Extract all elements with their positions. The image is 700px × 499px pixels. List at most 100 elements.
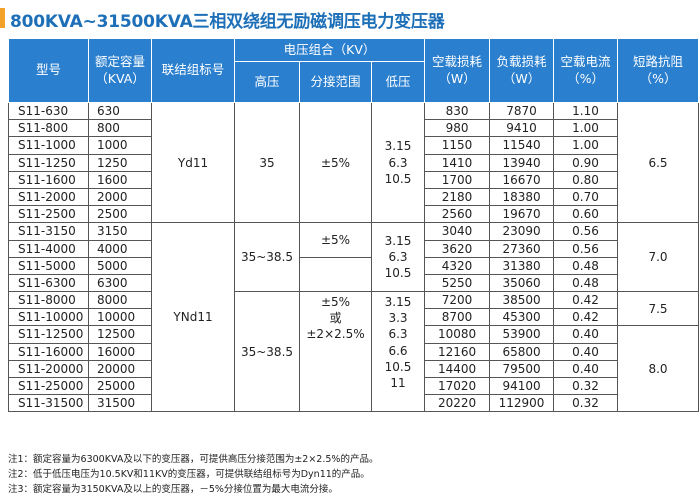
no-load-current-cell: 0.32 [553,376,619,396]
impedance-cell: 7.0 [617,222,700,293]
impedance-cell: 6.5 [617,101,700,224]
note-1: 注1：额定容量为6300KVA及以下的变压器，可提供高压分接范围为±2×2.5%… [8,454,379,465]
load-loss-cell: 18380 [489,187,555,207]
no-load-current-cell: 0.56 [553,222,619,241]
table-row: S11-16000 16000 12160 65800 0.40 [8,342,699,361]
spec-table: 型号 额定容量 （KVA） 联结组标号 电压组合（KV） 空载损耗 （W） 负载损耗… [8,38,700,413]
capacity-cell: 12500 [88,325,152,344]
table-row: S11-800 800 980 9410 1.00 [8,119,699,138]
capacity-cell: 800 [88,119,152,138]
table-row: S11-2500 2500 2560 19670 0.60 [8,205,699,224]
no-load-current-cell: 0.90 [553,153,619,172]
load-loss-cell: 45300 [489,308,555,327]
note-2: 注2：低于低压电压为10.5KV和11KV的变压器，可提供联结组标号为Dyn11… [8,469,370,480]
model-cell: S11-2000 [8,187,89,207]
capacity-cell: 4000 [88,239,152,258]
header-tap-range: 分接范围 [299,61,372,103]
no-load-current-cell: 0.42 [553,291,619,310]
capacity-cell: 2500 [88,205,152,224]
capacity-cell: 1250 [88,153,152,172]
tap-range-cell: ±5% 或 ±2×2.5% [299,291,372,413]
lv-cell: 3.15 3.3 6.3 6.6 10.5 11 [370,291,426,413]
load-loss-cell: 112900 [489,394,555,413]
table-row: S11-31500 31500 20220 112900 0.32 [8,394,699,413]
no-load-loss-cell: 10080 [424,325,491,344]
capacity-cell: 6300 [88,273,152,293]
page-title: 800KVA~31500KVA三相双绕组无励磁调压电力变压器 [10,12,445,32]
no-load-current-cell: 0.48 [553,273,619,293]
load-loss-cell: 27360 [489,239,555,258]
no-load-current-cell: 0.48 [553,256,619,275]
capacity-cell: 630 [88,101,152,121]
impedance-cell: 8.0 [617,325,700,413]
capacity-cell: 1600 [88,170,152,189]
tap-range-cell-empty [299,256,372,293]
model-cell: S11-1250 [8,153,89,172]
no-load-loss-cell: 830 [424,101,491,121]
title-accent-bar [0,8,5,28]
header-model: 型号 [8,38,89,103]
no-load-current-cell: 0.32 [553,394,619,413]
table-row: S11-630 630 Yd11 35 ±5% 3.15 6.3 10.5 830 … [8,101,700,224]
no-load-current-cell: 1.00 [553,136,619,155]
model-cell: S11-3150 [8,222,89,241]
no-load-current-cell: 0.40 [553,342,619,361]
no-load-loss-cell: 17020 [424,376,491,396]
tap-range-cell: ±5% [299,222,372,258]
capacity-cell: 25000 [88,376,152,396]
no-load-loss-cell: 1700 [424,170,491,189]
model-cell: S11-31500 [8,394,89,413]
load-loss-cell: 65800 [489,342,555,361]
no-load-loss-cell: 980 [424,119,491,138]
no-load-current-cell: 1.10 [553,101,619,121]
load-loss-cell: 53900 [489,325,555,344]
table-row: S11-20000 20000 14400 79500 0.40 [8,359,699,379]
table-row: S11-4000 4000 3620 27360 0.56 [8,239,699,258]
load-loss-cell: 35060 [489,273,555,293]
capacity-cell: 3150 [88,222,152,241]
hv-cell: 35 [234,101,300,224]
model-cell: S11-6300 [8,273,89,293]
no-load-current-cell: 0.40 [553,325,619,344]
title-bar: 800KVA~31500KVA三相双绕组无励磁调压电力变压器 [0,6,700,32]
vector-group-cell: YNd11 [151,222,235,413]
load-loss-cell: 38500 [489,291,555,310]
load-loss-cell: 23090 [489,222,555,241]
capacity-cell: 1000 [88,136,152,155]
no-load-loss-cell: 2560 [424,205,491,224]
table-row: S11-5000 5000 4320 31380 0.48 [8,256,699,293]
model-cell: S11-1600 [8,170,89,189]
tap-range-cell: ±5% [299,101,372,224]
model-cell: S11-630 [8,101,89,121]
table-row: S11-6300 6300 5250 35060 0.48 [8,273,699,293]
no-load-loss-cell: 20220 [424,394,491,413]
no-load-current-cell: 0.40 [553,359,619,379]
capacity-cell: 31500 [88,394,152,413]
model-cell: S11-16000 [8,342,89,361]
header-no-load-loss: 空载损耗 （W） [424,38,491,103]
hv-cell: 35~38.5 [234,291,300,413]
load-loss-cell: 94100 [489,376,555,396]
model-cell: S11-800 [8,119,89,138]
load-loss-cell: 79500 [489,359,555,379]
table-row: S11-25000 25000 17020 94100 0.32 [8,376,699,396]
load-loss-cell: 7870 [489,101,555,121]
table-row: S11-1000 1000 1150 11540 1.00 [8,136,699,155]
no-load-loss-cell: 3040 [424,222,491,241]
no-load-loss-cell: 12160 [424,342,491,361]
load-loss-cell: 31380 [489,256,555,275]
no-load-loss-cell: 3620 [424,239,491,258]
header-voltage-combo: 电压组合（KV） [233,38,426,62]
model-cell: S11-2500 [8,205,89,224]
load-loss-cell: 13940 [489,153,555,172]
table-row: S11-8000 8000 35~38.5 ±5% 或 ±2×2.5% 3.15 3.… [8,291,700,413]
no-load-current-cell: 0.70 [553,187,619,207]
note-3: 注3：额定容量为3150KVA及以上的变压器，－5%分接位置为最大电流分接。 [8,484,338,495]
no-load-loss-cell: 2180 [424,187,491,207]
load-loss-cell: 19670 [489,205,555,224]
load-loss-cell: 9410 [489,119,555,138]
capacity-cell: 8000 [88,291,152,310]
no-load-loss-cell: 1150 [424,136,491,155]
load-loss-cell: 11540 [489,136,555,155]
capacity-cell: 20000 [88,359,152,379]
